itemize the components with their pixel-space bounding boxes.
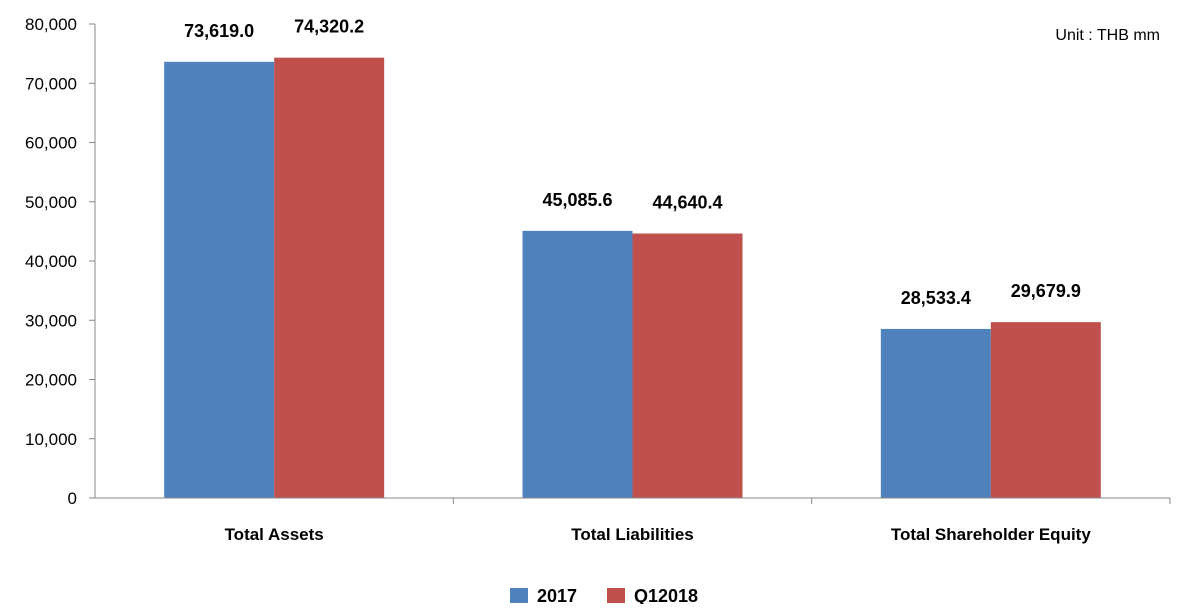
bar-Q12018-2 [990, 322, 1101, 498]
y-axis: 0 10,000 20,000 30,000 40,000 50,000 60,000 70,… [25, 15, 96, 508]
x-axis: Total Assets Total Liabilities Total Share… [95, 497, 1171, 544]
bar-Q12018-1 [632, 233, 743, 499]
unit-note: Unit : THB mm [1055, 27, 1160, 44]
data-label: 29,679.9 [1011, 281, 1081, 301]
legend-swatch-2017 [510, 588, 528, 603]
y-tick-label: 10,000 [25, 430, 77, 449]
x-category-label: Total Assets [225, 525, 324, 544]
bar-2017-1 [522, 230, 633, 499]
data-label: 44,640.4 [652, 193, 722, 213]
y-tick-label: 0 [68, 489, 77, 508]
legend-label-2017: 2017 [537, 586, 577, 604]
y-tick-label: 60,000 [25, 134, 77, 153]
bar-Q12018-0 [274, 57, 385, 498]
data-label: 74,320.2 [294, 17, 364, 37]
x-category-label: Total Shareholder Equity [891, 525, 1091, 544]
y-tick-label: 50,000 [25, 193, 77, 212]
y-tick-label: 80,000 [25, 15, 77, 34]
data-label: 28,533.4 [901, 288, 971, 308]
x-category-label: Total Liabilities [571, 525, 693, 544]
y-tick-label: 20,000 [25, 371, 77, 390]
bar-2017-2 [880, 328, 991, 498]
bars [164, 57, 1101, 499]
y-tick-label: 40,000 [25, 252, 77, 271]
legend-swatch-q12018 [607, 588, 625, 603]
y-tick-label: 70,000 [25, 74, 77, 93]
data-label: 73,619.0 [184, 21, 254, 41]
y-tick-label: 30,000 [25, 311, 77, 330]
legend-label-q12018: Q12018 [634, 586, 698, 604]
data-labels: 73,619.0 74,320.2 45,085.6 44,640.4 28,533.4… [184, 17, 1081, 308]
bar-2017-0 [164, 61, 275, 498]
legend: 2017 Q12018 [510, 586, 698, 606]
data-label: 45,085.6 [542, 190, 612, 210]
